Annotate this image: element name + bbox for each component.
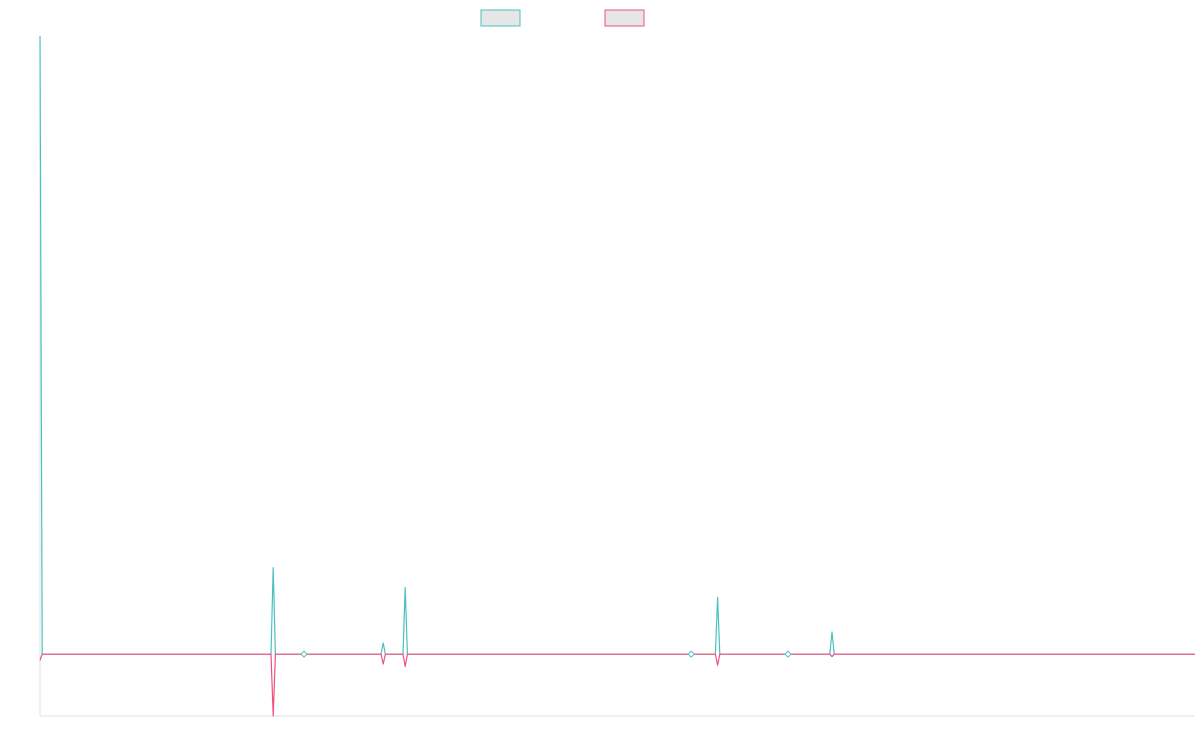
- series-layer: [39, 35, 1195, 717]
- axes: [39, 36, 1195, 717]
- marker-layer: [300, 650, 792, 658]
- series-line-1: [39, 35, 1195, 655]
- data-point-marker: [687, 650, 695, 658]
- data-point-marker: [784, 650, 792, 658]
- legend-swatch-series-2[interactable]: [604, 9, 645, 27]
- series-line-2: [39, 653, 1195, 717]
- legend-swatch-series-1[interactable]: [480, 9, 521, 27]
- legend[interactable]: [480, 9, 645, 27]
- data-point-marker: [300, 650, 308, 658]
